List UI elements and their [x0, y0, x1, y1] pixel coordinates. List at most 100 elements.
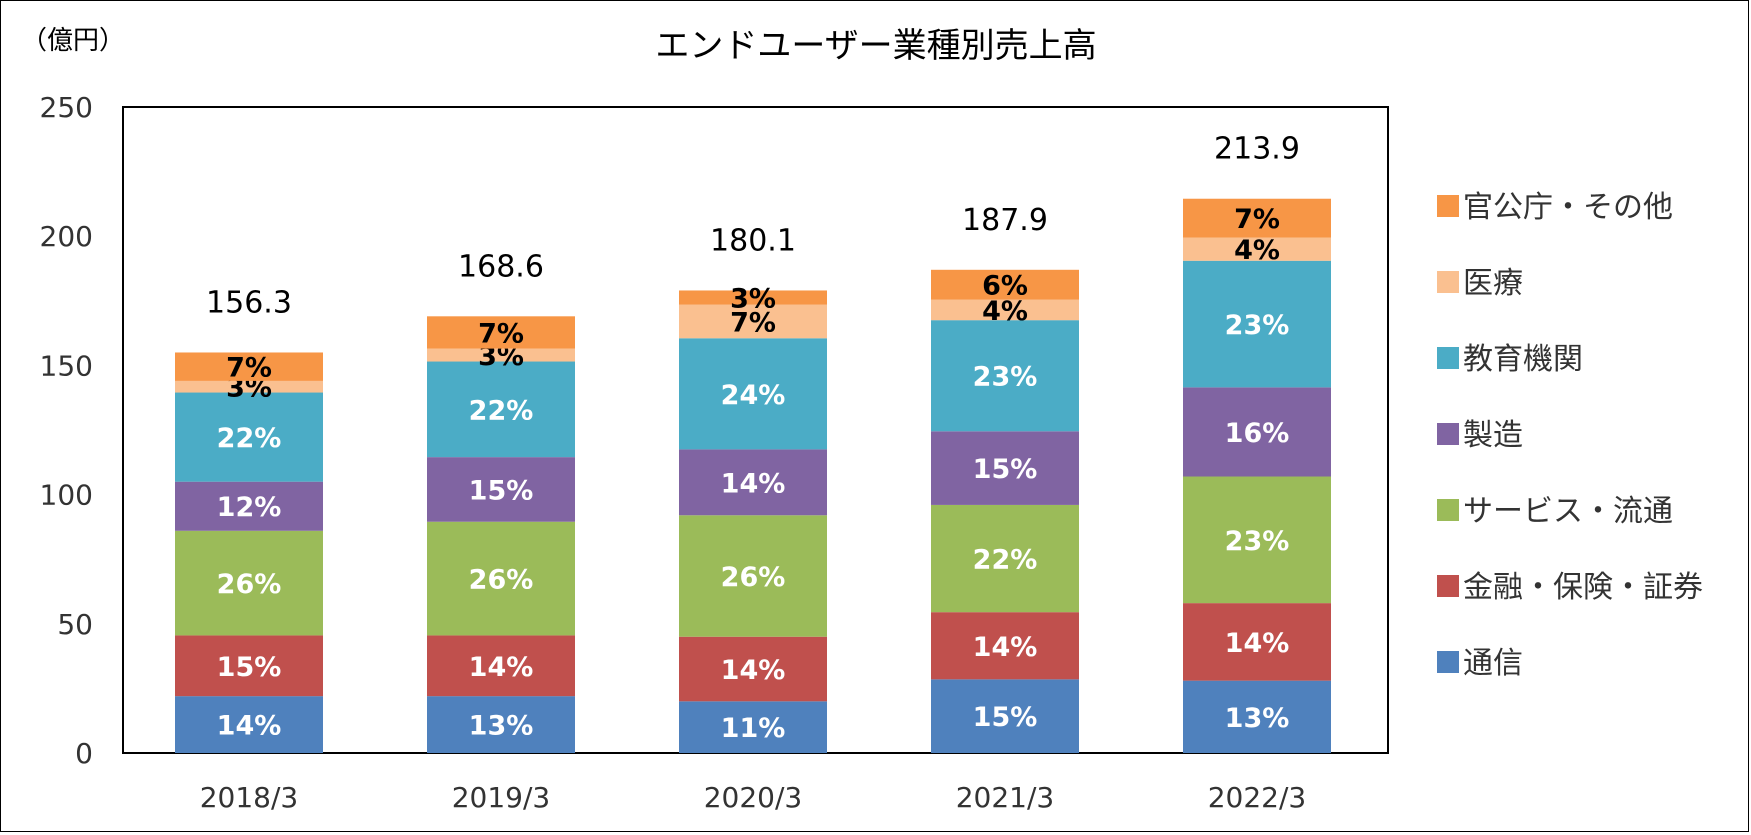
segment-label: 16%	[1225, 418, 1290, 449]
segment-label: 22%	[973, 545, 1038, 576]
bar-segment	[931, 299, 1079, 321]
bar-segment	[427, 361, 575, 458]
segment-label: 14%	[469, 652, 534, 683]
bar-segment	[427, 696, 575, 753]
y-axis: 0 50 100 150 200 250	[40, 91, 93, 770]
bar-segment	[1183, 198, 1331, 238]
segment-label: 15%	[973, 702, 1038, 733]
x-axis: 2018/3 2019/3 2020/3 2021/3 2022/3	[200, 781, 1307, 814]
segment-label: 15%	[469, 475, 534, 506]
bar-segment	[175, 380, 323, 393]
segment-label: 11%	[721, 713, 786, 744]
bar-segment	[1183, 680, 1331, 753]
bar-segment	[427, 521, 575, 636]
y-tick-label: 100	[40, 479, 93, 512]
bar-segment	[427, 635, 575, 697]
x-tick-label: 2020/3	[704, 781, 803, 814]
legend-entry: サービス・流通	[1463, 494, 1673, 529]
bar-segment	[1183, 603, 1331, 681]
segment-label: 14%	[721, 655, 786, 686]
total-label: 213.9	[1214, 132, 1300, 167]
y-tick-label: 50	[57, 608, 93, 641]
segment-label: 23%	[1225, 526, 1290, 557]
segment-label: 7%	[226, 353, 272, 384]
segment-label: 7%	[1234, 204, 1280, 235]
segment-label: 26%	[469, 565, 534, 596]
bar-segment	[931, 679, 1079, 753]
legend-entry: 製造	[1463, 418, 1523, 453]
legend-entry: 官公庁・その他	[1463, 190, 1673, 225]
bar-segment	[679, 290, 827, 305]
total-label: 187.9	[962, 203, 1048, 238]
total-label: 180.1	[710, 223, 796, 258]
bar-segment	[931, 612, 1079, 680]
x-tick-label: 2022/3	[1208, 781, 1307, 814]
segment-label: 4%	[982, 296, 1028, 327]
segment-label: 15%	[973, 454, 1038, 485]
segment-label: 14%	[1225, 628, 1290, 659]
segment-label: 13%	[469, 711, 534, 742]
bar-segment	[931, 320, 1079, 432]
segment-label: 13%	[1225, 703, 1290, 734]
segment-label: 3%	[730, 284, 776, 315]
legend-entry: 通信	[1463, 646, 1523, 681]
bar-segment	[679, 449, 827, 516]
legend-swatch	[1437, 651, 1459, 673]
x-tick-label: 2018/3	[200, 781, 299, 814]
bar-segment	[931, 504, 1079, 613]
bars: 14%15%26%12%22%3%7%156.313%14%26%15%22%3…	[175, 132, 1331, 753]
segment-label: 22%	[217, 423, 282, 454]
legend-swatch	[1437, 195, 1459, 217]
bar-segment	[679, 304, 827, 339]
total-label: 168.6	[458, 249, 544, 284]
legend-entry: 教育機関	[1463, 342, 1583, 377]
chart-title: エンドユーザー業種別売上高	[655, 26, 1096, 66]
bar-segment	[1183, 260, 1331, 388]
bar-segment	[931, 431, 1079, 505]
bar-segment	[679, 338, 827, 450]
bar-segment	[175, 481, 323, 531]
y-tick-label: 0	[75, 737, 93, 770]
segment-label: 14%	[721, 468, 786, 499]
bar-segment	[427, 348, 575, 362]
legend-swatch	[1437, 423, 1459, 445]
legend-swatch	[1437, 271, 1459, 293]
x-tick-label: 2021/3	[956, 781, 1055, 814]
bar-segment	[427, 316, 575, 349]
y-tick-label: 200	[40, 220, 93, 253]
bar-segment	[175, 696, 323, 753]
bar-segment	[175, 392, 323, 482]
segment-label: 23%	[1225, 310, 1290, 341]
y-tick-label: 250	[40, 91, 93, 124]
bar-segment	[679, 701, 827, 753]
bar-segment	[1183, 387, 1331, 477]
bar-segment	[679, 515, 827, 637]
segment-label: 7%	[478, 318, 524, 349]
segment-label: 23%	[973, 362, 1038, 393]
legend-swatch	[1437, 575, 1459, 597]
segment-label: 24%	[721, 380, 786, 411]
unit-label: （億円）	[21, 26, 125, 56]
segment-label: 15%	[217, 652, 282, 683]
segment-label: 7%	[730, 307, 776, 338]
bar-segment	[1183, 237, 1331, 261]
bar-segment	[175, 530, 323, 636]
segment-label: 14%	[973, 632, 1038, 663]
segment-label: 6%	[982, 271, 1028, 302]
segment-label: 14%	[217, 711, 282, 742]
legend-swatch	[1437, 347, 1459, 369]
bar-segment	[931, 269, 1079, 300]
segment-label: 12%	[217, 492, 282, 523]
segment-label: 26%	[721, 562, 786, 593]
segment-label: 4%	[1234, 235, 1280, 266]
legend-swatch	[1437, 499, 1459, 521]
legend-entry: 医療	[1463, 266, 1523, 301]
total-label: 156.3	[206, 285, 292, 320]
y-tick-label: 150	[40, 349, 93, 382]
bar-segment	[175, 352, 323, 381]
bar-segment	[1183, 476, 1331, 604]
bar-segment	[427, 457, 575, 522]
